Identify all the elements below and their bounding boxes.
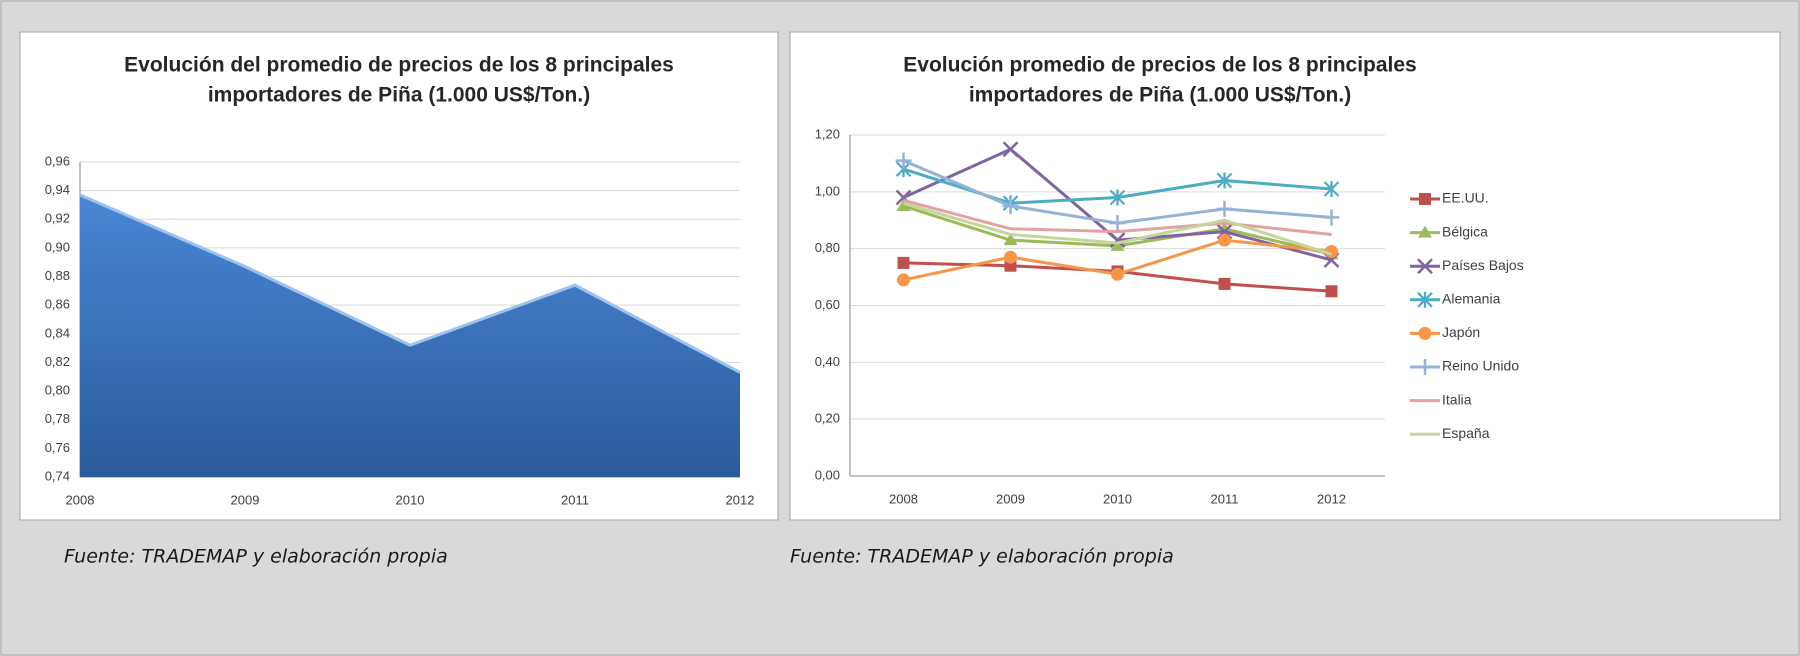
y-tick-label: 1,20: [815, 126, 840, 141]
x-tick-label: 2012: [1317, 491, 1346, 506]
y-tick-label: 0,76: [45, 440, 70, 455]
source-caption: Fuente: TRADEMAP y elaboración propia: [64, 546, 448, 568]
legend-label: Bélgica: [1442, 223, 1488, 239]
legend-label: Italia: [1442, 391, 1472, 407]
marker: [897, 256, 910, 269]
legend-marker: [1418, 225, 1432, 238]
legend-label: España: [1442, 425, 1490, 441]
legend-marker: [1417, 258, 1433, 275]
area: [80, 194, 740, 477]
x-tick-label: 2009: [231, 492, 260, 507]
chart-title: Evolución del promedio de precios de los…: [124, 54, 674, 77]
marker: [1109, 215, 1126, 232]
marker: [1109, 232, 1126, 249]
y-tick-label: 1,00: [815, 183, 840, 198]
marker: [1109, 189, 1126, 206]
y-tick-label: 0,00: [815, 467, 840, 482]
y-tick-label: 0,86: [45, 297, 70, 312]
y-tick-label: 0,78: [45, 411, 70, 426]
legend-label: EE.UU.: [1442, 190, 1489, 206]
marker: [1216, 200, 1233, 217]
y-tick-label: 0,80: [815, 240, 840, 255]
y-tick-label: 0,84: [45, 325, 70, 340]
series-line: [903, 201, 1332, 256]
y-tick-label: 0,60: [815, 297, 840, 312]
marker: [1003, 233, 1018, 246]
marker: [895, 152, 912, 169]
chart-title: Evolución promedio de precios de los 8 p…: [903, 54, 1416, 77]
marker: [1323, 180, 1340, 197]
y-tick-label: 0,74: [45, 468, 70, 483]
marker: [1218, 277, 1231, 290]
y-tick-label: 0,80: [45, 383, 70, 398]
x-tick-label: 2010: [396, 492, 425, 507]
marker: [1323, 209, 1340, 226]
legend-label: Reino Unido: [1442, 358, 1519, 374]
legend-label: Países Bajos: [1442, 257, 1524, 273]
area-edge: [79, 193, 741, 374]
chart: Evolución promedio de precios de los 8 p…: [789, 31, 1781, 568]
y-tick-label: 0,82: [45, 354, 70, 369]
marker: [1111, 267, 1124, 281]
y-tick-label: 0,94: [45, 182, 70, 197]
legend-marker: [1417, 291, 1433, 308]
x-tick-label: 2008: [66, 492, 95, 507]
marker: [1218, 233, 1231, 247]
marker: [1110, 238, 1125, 251]
marker: [1004, 250, 1017, 264]
marker: [896, 199, 911, 212]
y-tick-label: 0,40: [815, 354, 840, 369]
marker: [1002, 198, 1019, 215]
y-tick-label: 0,20: [815, 411, 840, 426]
y-tick-label: 0,92: [45, 211, 70, 226]
chart-title: importadores de Piña (1.000 US$/Ton.): [208, 84, 590, 107]
legend-marker: [1417, 359, 1433, 375]
y-tick-label: 0,88: [45, 268, 70, 283]
y-tick-label: 0,90: [45, 239, 70, 254]
marker: [1325, 285, 1338, 298]
marker: [1216, 172, 1233, 189]
chart: Evolución del promedio de precios de los…: [19, 31, 779, 568]
legend-label: Japón: [1442, 324, 1480, 340]
marker: [897, 273, 910, 287]
chart-title: importadores de Piña (1.000 US$/Ton.): [969, 84, 1351, 107]
legend-label: Alemania: [1442, 291, 1501, 307]
x-tick-label: 2010: [1103, 491, 1132, 506]
x-tick-label: 2009: [996, 491, 1025, 506]
x-tick-label: 2011: [1211, 491, 1239, 506]
y-tick-label: 0,96: [45, 153, 70, 168]
source-caption: Fuente: TRADEMAP y elaboración propia: [790, 546, 1174, 568]
series-line: [903, 198, 1332, 236]
legend-marker: [1418, 326, 1432, 340]
x-tick-label: 2011: [561, 492, 589, 507]
x-tick-label: 2008: [889, 491, 918, 506]
chart-box: [789, 31, 1781, 521]
marker: [1002, 141, 1019, 158]
legend-marker: [1419, 193, 1431, 205]
x-tick-label: 2012: [726, 492, 755, 507]
